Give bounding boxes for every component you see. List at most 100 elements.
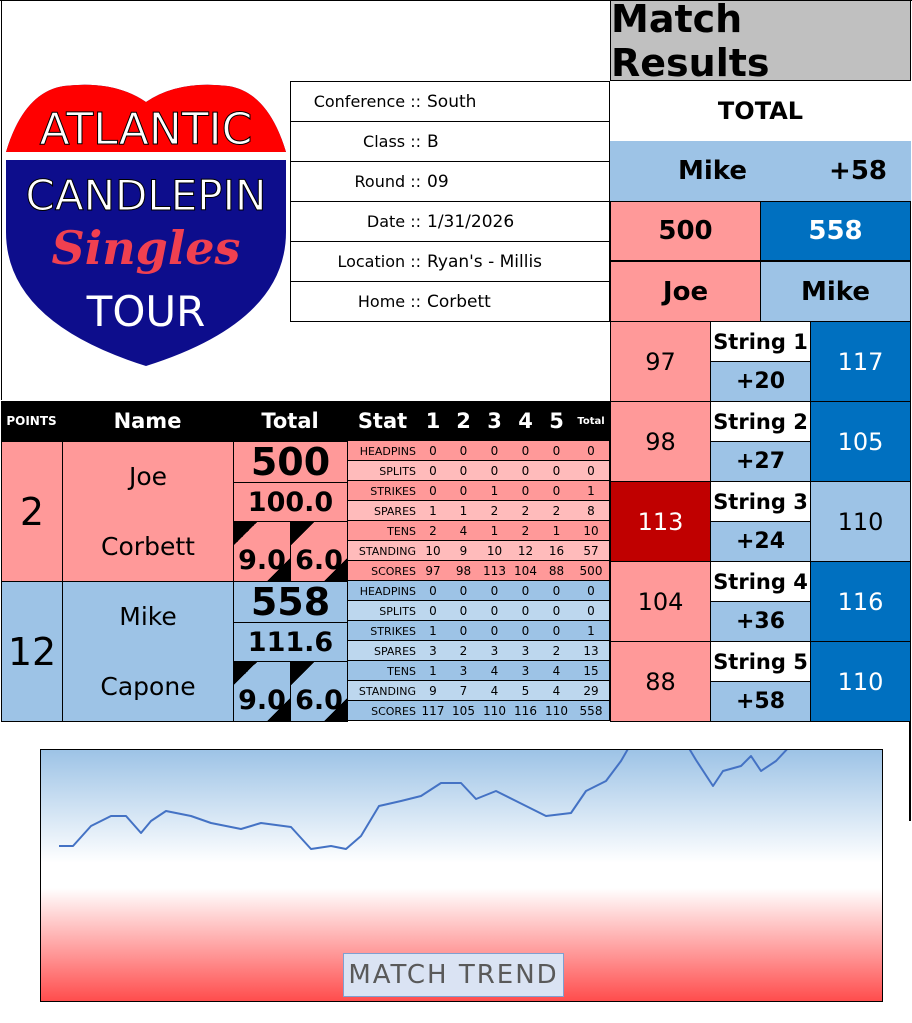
string-label: String 5 [710, 641, 811, 682]
stat-value: 0 [521, 584, 530, 598]
stat-label: SPARES [373, 644, 416, 658]
player-average: 111.6 [233, 622, 348, 662]
stat-value: 10 [583, 524, 599, 538]
total-label: TOTAL [717, 97, 804, 125]
string-label: String 3 [710, 481, 811, 522]
stat-value: 0 [490, 604, 499, 618]
info-label: Class :: [363, 132, 421, 151]
stat-value: 0 [459, 444, 468, 458]
leader-margin: +58 [829, 156, 887, 186]
stat-label: SPARES [373, 504, 416, 518]
stat-value: 0 [521, 624, 530, 638]
stat-value: 0 [429, 604, 437, 618]
player-last-name: Capone [100, 671, 196, 701]
stat-value: 0 [429, 584, 437, 598]
stat-value: 1 [552, 524, 561, 538]
string-label: String 1 [710, 321, 811, 362]
info-label: Location :: [337, 252, 421, 271]
match-trend-label: MATCH TREND [343, 953, 564, 997]
string-home-score: 97 [610, 321, 711, 402]
stat-value: 7 [459, 684, 468, 698]
string-label: String 2 [710, 401, 811, 442]
info-bottom [290, 321, 610, 322]
stat-value: 16 [548, 544, 565, 558]
info-row: Round :: 09 [290, 161, 610, 201]
svg-text:Singles: Singles [52, 221, 241, 275]
stat-value: 0 [587, 464, 595, 478]
svg-text:CANDLEPIN: CANDLEPIN [26, 171, 267, 220]
stat-value: 0 [587, 584, 595, 598]
stat-value: 2 [521, 504, 530, 518]
player-sub-stat: 6.0 [290, 661, 348, 722]
stat-value: 4 [552, 664, 561, 678]
string-home-score: 98 [610, 401, 711, 482]
stat-value: 8 [587, 504, 595, 518]
match-trend-chart: MATCH TREND [40, 749, 883, 1002]
stat-col-line [347, 441, 348, 721]
stat-label: SCORES [371, 564, 416, 578]
info-row: Conference :: South [290, 81, 610, 121]
stat-value: 4 [490, 664, 499, 678]
info-value: 09 [427, 171, 449, 192]
header-total: Total [261, 409, 319, 433]
stat-value: 98 [455, 564, 472, 578]
info-label: Date :: [366, 212, 421, 231]
string-away-score: 105 [810, 401, 911, 482]
stat-value: 1 [429, 664, 437, 678]
header-name: Name [113, 409, 182, 433]
stat-value: 0 [552, 464, 561, 478]
results-right-line [909, 721, 911, 821]
stat-value: 0 [490, 584, 499, 598]
stat-value: 0 [552, 604, 561, 618]
stat-value: 15 [583, 664, 599, 678]
stat-value: 1 [429, 504, 437, 518]
stat-value: 3 [490, 644, 499, 658]
header-points: POINTS [6, 414, 57, 428]
home-name: Joe [610, 261, 761, 322]
stat-value: 0 [521, 464, 530, 478]
string-away-score: 110 [810, 481, 911, 562]
stat-value: 5 [521, 684, 530, 698]
stat-value: 0 [587, 604, 595, 618]
string-home-score: 88 [610, 641, 711, 722]
stat-value: 0 [459, 604, 468, 618]
stat-value: 1 [490, 524, 499, 538]
stat-value: 3 [521, 644, 530, 658]
leader-name: Mike [678, 156, 748, 186]
stat-label: HEADPINS [359, 444, 416, 458]
logo: ATLANTIC CANDLEPIN Singles TOUR [6, 84, 286, 366]
home-total: 500 [610, 201, 761, 261]
stat-value: 0 [490, 444, 499, 458]
stat-label: STRIKES [370, 624, 416, 638]
stat-value: 0 [490, 624, 499, 638]
trend-line [59, 750, 788, 850]
stat-value: 3 [459, 664, 468, 678]
stat-value: 0 [552, 584, 561, 598]
stat-value: 1 [587, 484, 595, 498]
stat-value: 1 [459, 504, 468, 518]
stat-value: 0 [459, 584, 468, 598]
stat-label: SCORES [371, 704, 416, 718]
player-sub-stat: 6.0 [290, 521, 348, 582]
stat-value: 0 [429, 464, 437, 478]
stat-value: 0 [459, 484, 468, 498]
stat-value: 2 [429, 524, 437, 538]
stat-value: 0 [552, 484, 561, 498]
stat-label: STANDING [358, 544, 416, 558]
stat-value: 2 [521, 524, 530, 538]
stat-value: 29 [583, 684, 599, 698]
stat-value: 0 [490, 464, 499, 478]
stat-value: 9 [429, 684, 437, 698]
info-label: Conference :: [313, 92, 421, 111]
header-col: 2 [456, 409, 471, 433]
string-away-score: 110 [810, 641, 911, 722]
stat-value: 0 [429, 444, 437, 458]
stat-value: 88 [548, 564, 565, 578]
away-total: 558 [760, 201, 911, 261]
stat-value: 116 [514, 704, 537, 718]
player-name-cell: Mike Capone [62, 581, 234, 722]
stat-value: 0 [521, 484, 530, 498]
info-row: Class :: B [290, 121, 610, 161]
stat-value: 1 [429, 624, 437, 638]
stat-label: STANDING [358, 684, 416, 698]
